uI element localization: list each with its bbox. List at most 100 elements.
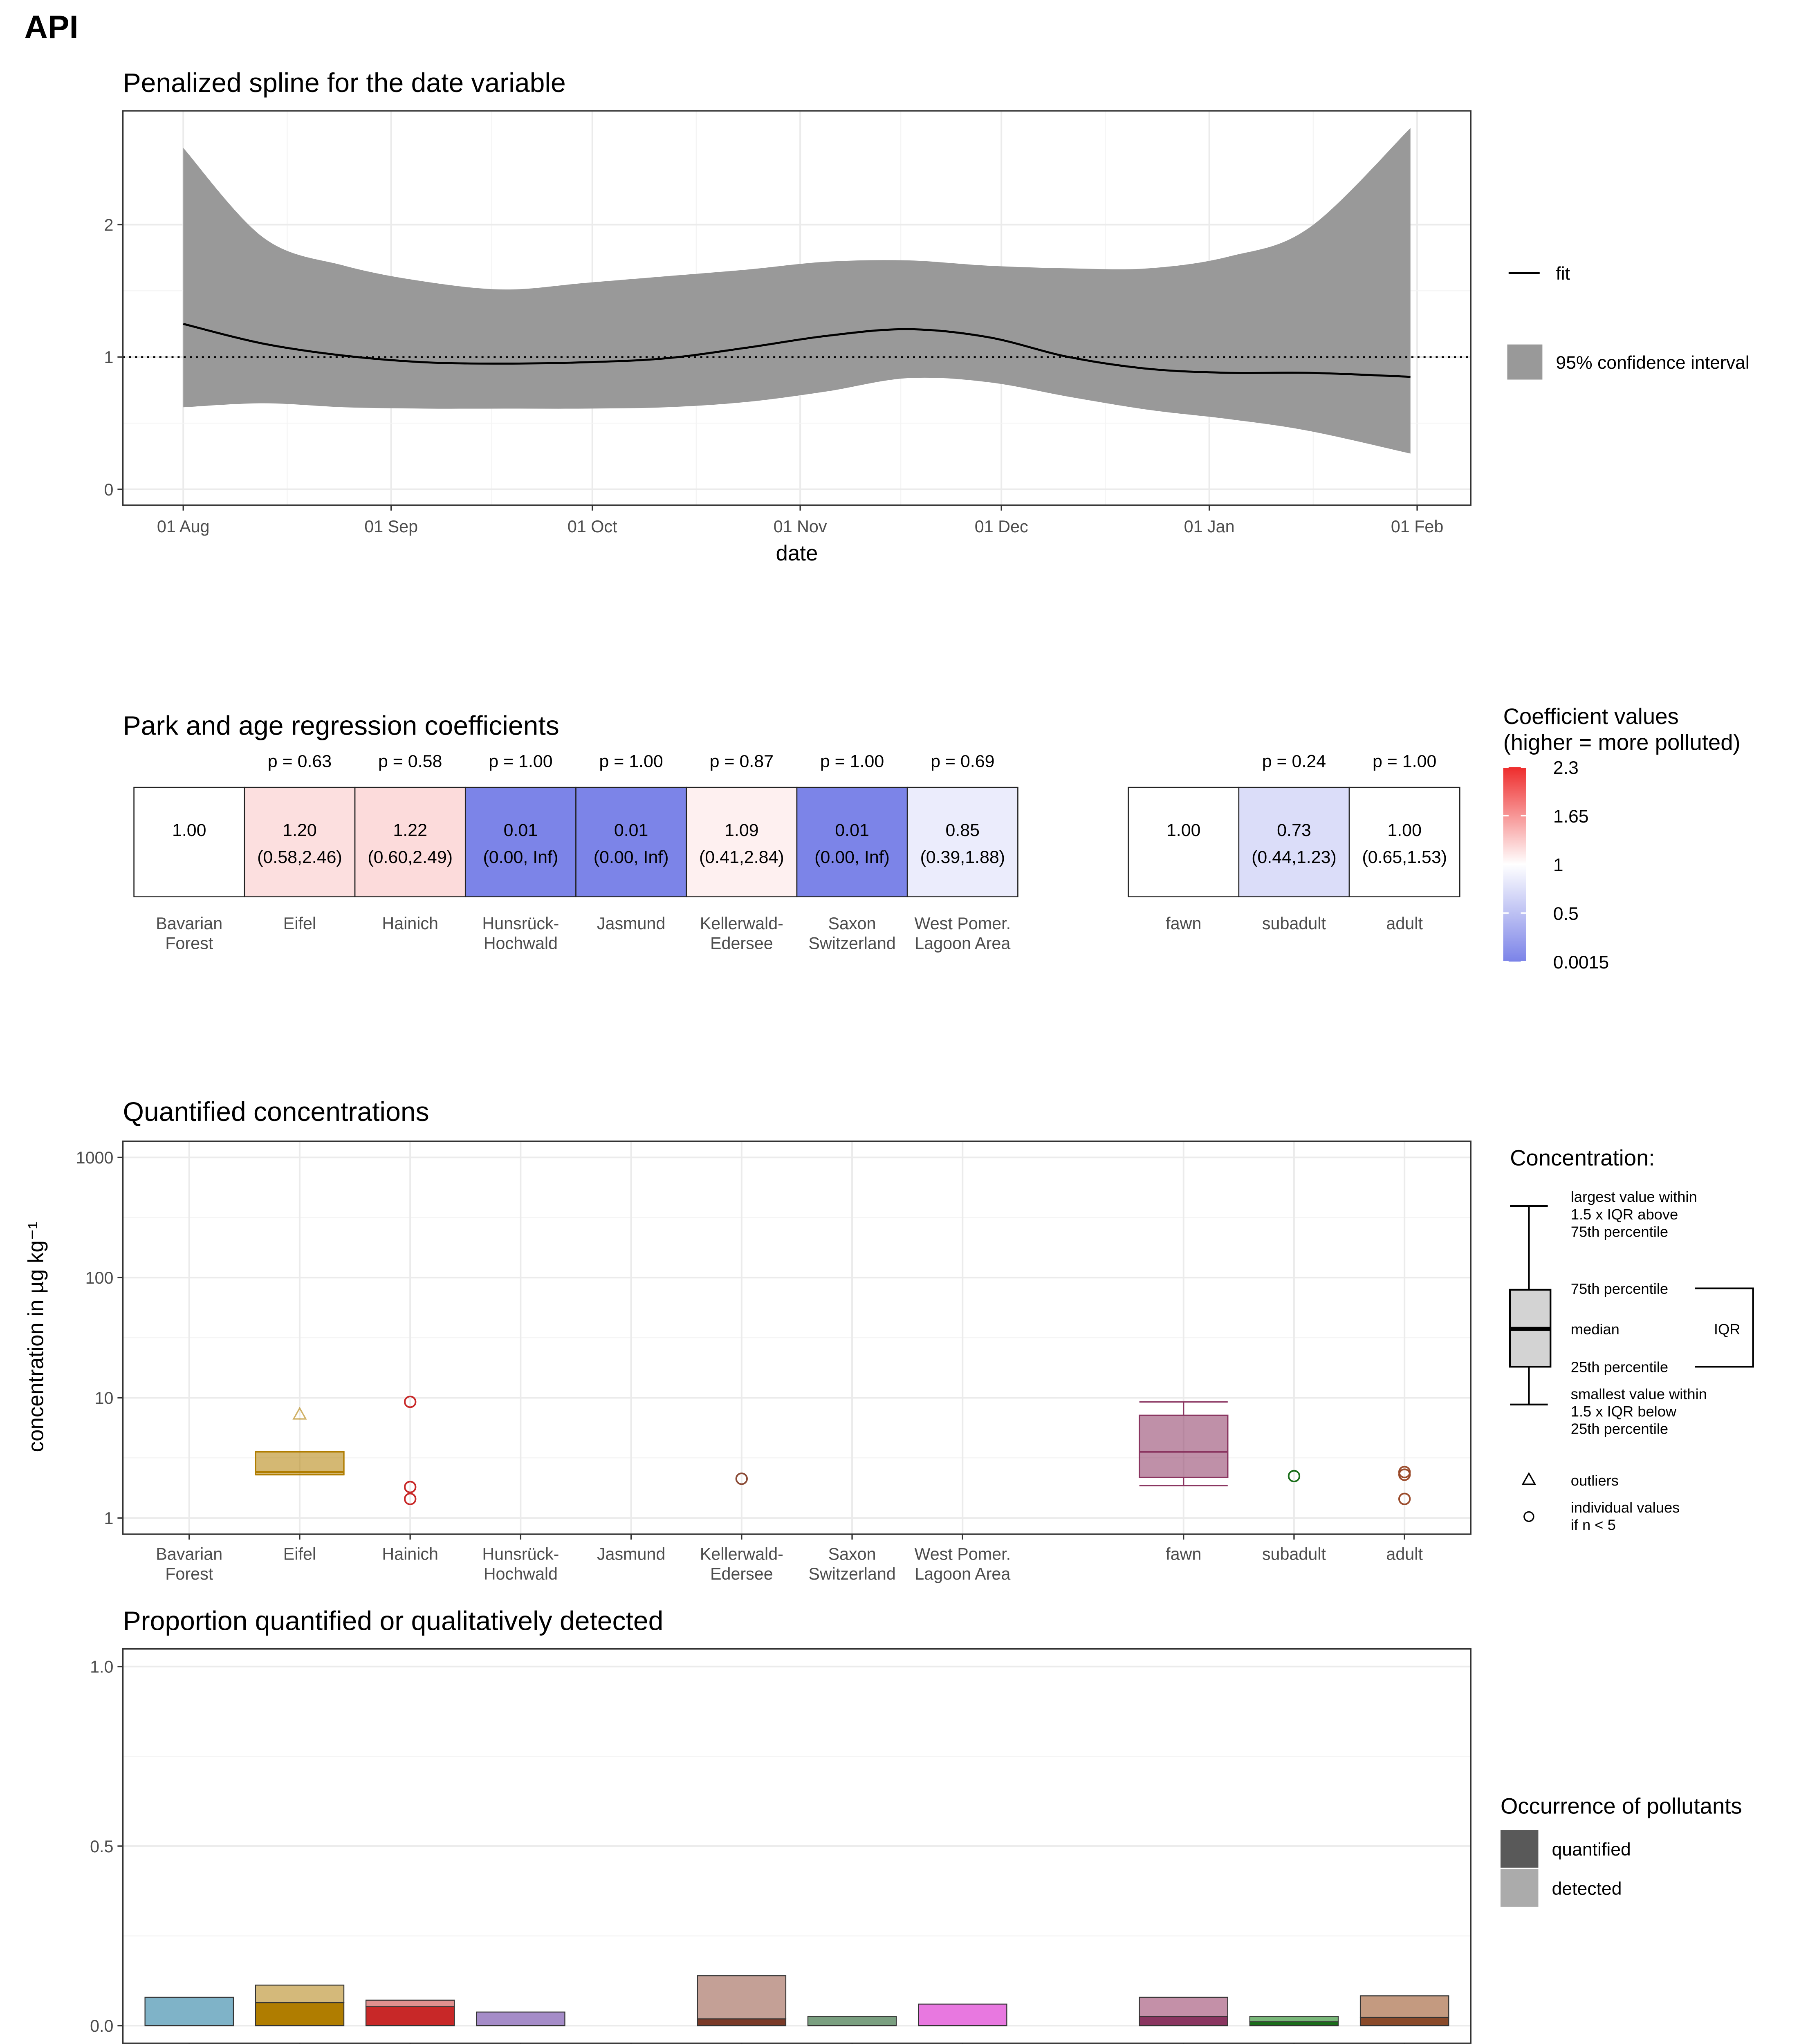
legend-outlier-symbol — [1521, 1472, 1537, 1485]
p-value-label: p = 1.00 — [489, 752, 552, 771]
x-tick-label: 01 Feb — [1391, 517, 1444, 536]
tile — [354, 787, 466, 898]
legend-point-symbol — [1523, 1511, 1534, 1522]
panel-border — [122, 1648, 1472, 2044]
tile — [1348, 787, 1460, 898]
x-tick-label: Hainich — [382, 914, 438, 933]
legend-label: smallest value within 1.5 x IQR below 25th… — [1571, 1386, 1707, 1437]
text-line: Edersee — [710, 1564, 773, 1583]
x-tick-label: fawn — [1166, 914, 1201, 933]
tile-ci-label: (0.65,1.53) — [1362, 847, 1447, 867]
tile-value-label: 1.00 — [1387, 820, 1422, 840]
chart-title: Quantified concentrations — [123, 1096, 429, 1127]
tile-value-label: 1.22 — [393, 820, 427, 840]
tile — [133, 787, 245, 898]
tile-value-label: 0.01 — [835, 820, 869, 840]
x-tick-label: Saxon Switzerland — [808, 1545, 895, 1583]
outlier — [292, 1407, 307, 1420]
chart-title: Proportion quantified or qualitatively d… — [123, 1605, 664, 1636]
panel-border — [122, 110, 1472, 506]
y-tick-label: 1000 — [76, 1148, 114, 1167]
y-tick-label: 0.5 — [90, 1837, 113, 1856]
x-tick-label: Kellerwald-Edersee — [700, 914, 783, 953]
panel-border — [122, 1140, 1472, 1535]
tile — [244, 787, 356, 898]
x-tick-label: Hunsrück-Hochwald — [482, 914, 559, 953]
bar-segment — [697, 1975, 787, 2019]
p-value-label: p = 0.69 — [931, 752, 994, 771]
text-line: Coefficient values — [1503, 704, 1679, 729]
text-line: West Pomer. — [915, 1545, 1011, 1564]
legend-label: detected — [1552, 1879, 1622, 1899]
bar-segment — [807, 2016, 897, 2026]
x-tick-label: Bavarian Forest — [156, 1545, 222, 1583]
point — [1288, 1470, 1301, 1483]
point — [1398, 1493, 1411, 1505]
y-tick-label: 0.0 — [90, 2017, 113, 2035]
point — [404, 1493, 417, 1505]
x-tick-label: 01 Aug — [157, 517, 210, 536]
text-line: Forest — [165, 934, 213, 953]
p-value-label: p = 1.00 — [820, 752, 884, 771]
x-axis-title: date — [776, 541, 818, 565]
y-tick-label: 10 — [95, 1389, 114, 1407]
legend-label: quantified — [1552, 1840, 1631, 1860]
box — [1138, 1414, 1229, 1478]
text-line: Hunsrück- — [482, 914, 559, 933]
legend-iqr-bracket — [1695, 1287, 1754, 1368]
tile-value-label: 1.20 — [283, 820, 317, 840]
chart-title: Park and age regression coefficients — [123, 710, 559, 740]
text-line: Saxon — [828, 914, 876, 933]
legend-swatch — [1500, 1830, 1539, 1868]
p-value-label: p = 0.24 — [1262, 752, 1326, 771]
text-line: Switzerland — [808, 934, 895, 953]
bar-segment — [476, 2011, 565, 2026]
legend-label: largest value within 1.5 x IQR above 75th … — [1571, 1188, 1697, 1240]
bar-segment — [255, 2002, 345, 2026]
x-tick-label: Eifel — [283, 1545, 316, 1564]
x-tick-label: Saxon Switzerland — [808, 914, 895, 953]
bar-segment — [1249, 2016, 1339, 2022]
tile-value-label: 0.01 — [614, 820, 648, 840]
x-tick-label: adult — [1386, 914, 1423, 933]
bar-segment — [697, 2018, 787, 2026]
x-tick-label: West Pomer. Lagoon Area — [915, 1545, 1011, 1583]
x-tick-label: West Pomer. Lagoon Area — [915, 914, 1011, 953]
y-tick-label: 0 — [104, 480, 114, 499]
text-line: Lagoon Area — [915, 934, 1010, 953]
tile — [1238, 787, 1350, 898]
text-line: West Pomer. — [915, 914, 1011, 933]
tile — [464, 787, 576, 898]
point — [404, 1481, 417, 1493]
tile-value-label: 0.01 — [504, 820, 538, 840]
x-tick-label: adult — [1386, 1545, 1423, 1564]
x-tick-label: Eifel — [283, 914, 316, 933]
text-line: Hochwald — [484, 934, 558, 953]
x-tick-label: Hunsrück-Hochwald — [482, 1545, 559, 1583]
y-tick-label: 1 — [104, 348, 114, 367]
text-line: Forest — [165, 1564, 213, 1583]
p-value-label: p = 1.00 — [1373, 752, 1436, 771]
tile-ci-label: (0.60,2.49) — [368, 847, 453, 867]
y-axis-title: concentration in µg kg⁻¹ — [24, 1222, 48, 1452]
confidence-band — [183, 128, 1411, 454]
tile-value-label: 0.73 — [1277, 820, 1311, 840]
y-tick-label: 100 — [85, 1269, 114, 1287]
bar-segment — [918, 2004, 1007, 2026]
text-line: Bavarian — [156, 1545, 222, 1564]
bar-segment — [1359, 1995, 1449, 2018]
legend-title: Coefficient values (higher = more pollute… — [1503, 704, 1741, 755]
text-line: Edersee — [710, 934, 773, 953]
tile-value-label: 1.09 — [725, 820, 759, 840]
point — [404, 1395, 417, 1408]
text-line: individual values — [1571, 1499, 1680, 1516]
legend-key-band — [1507, 344, 1543, 380]
point — [735, 1472, 748, 1485]
legend-label: 75th percentile — [1571, 1280, 1668, 1297]
p-value-label: p = 0.87 — [710, 752, 774, 771]
bar-segment — [1249, 2021, 1339, 2026]
point — [1398, 1468, 1411, 1481]
text-line: 1.5 x IQR above — [1571, 1206, 1678, 1223]
